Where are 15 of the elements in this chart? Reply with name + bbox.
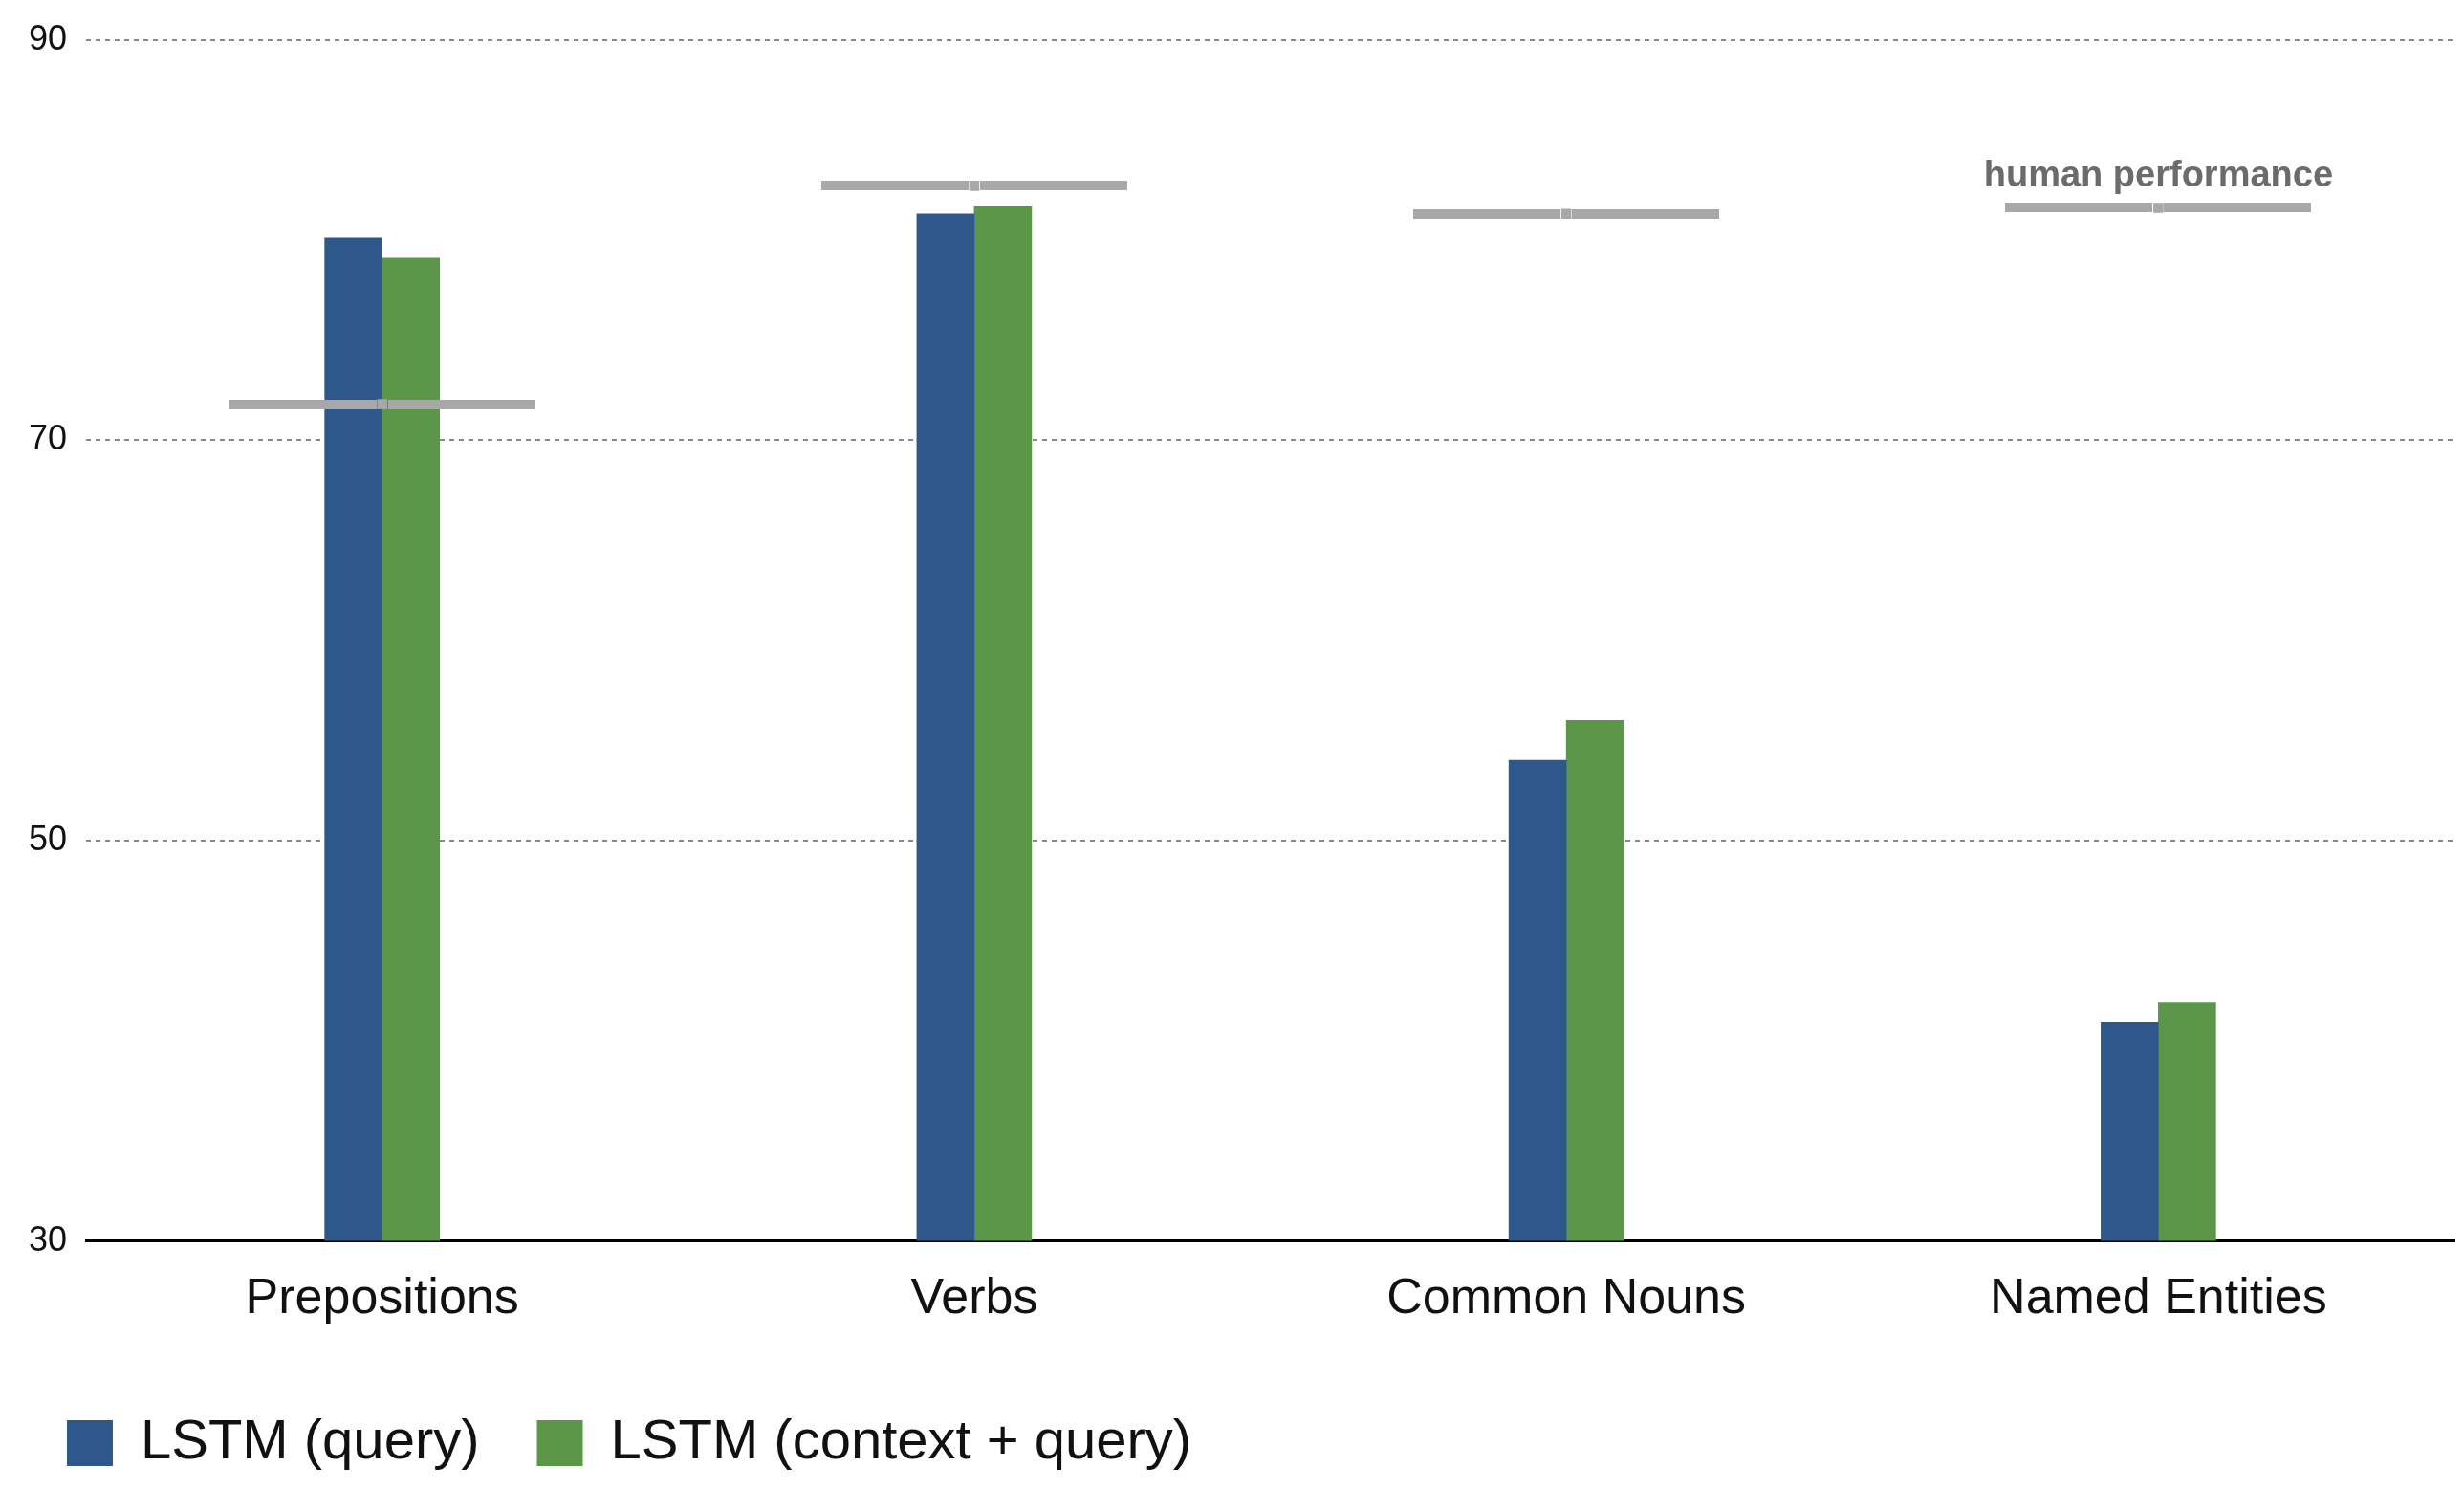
y-tick-label: 30	[29, 1218, 68, 1259]
x-tick-label: Verbs	[910, 1268, 1038, 1325]
point	[377, 399, 387, 409]
x-tick-label: Prepositions	[245, 1268, 519, 1325]
y-tick-label: 70	[29, 418, 68, 458]
y-tick-label: 90	[29, 17, 68, 57]
point	[2153, 203, 2164, 213]
x-tick-label: Named Entities	[1990, 1268, 2327, 1325]
series-label: human performance	[1983, 153, 2334, 194]
point	[1560, 208, 1572, 220]
point	[969, 181, 980, 191]
y-tick-label: 50	[29, 818, 68, 858]
x-tick-label: Common Nouns	[1386, 1268, 1746, 1325]
legend-label: LSTM (context + query)	[610, 1408, 1192, 1470]
legend-label: LSTM (query)	[141, 1408, 480, 1470]
